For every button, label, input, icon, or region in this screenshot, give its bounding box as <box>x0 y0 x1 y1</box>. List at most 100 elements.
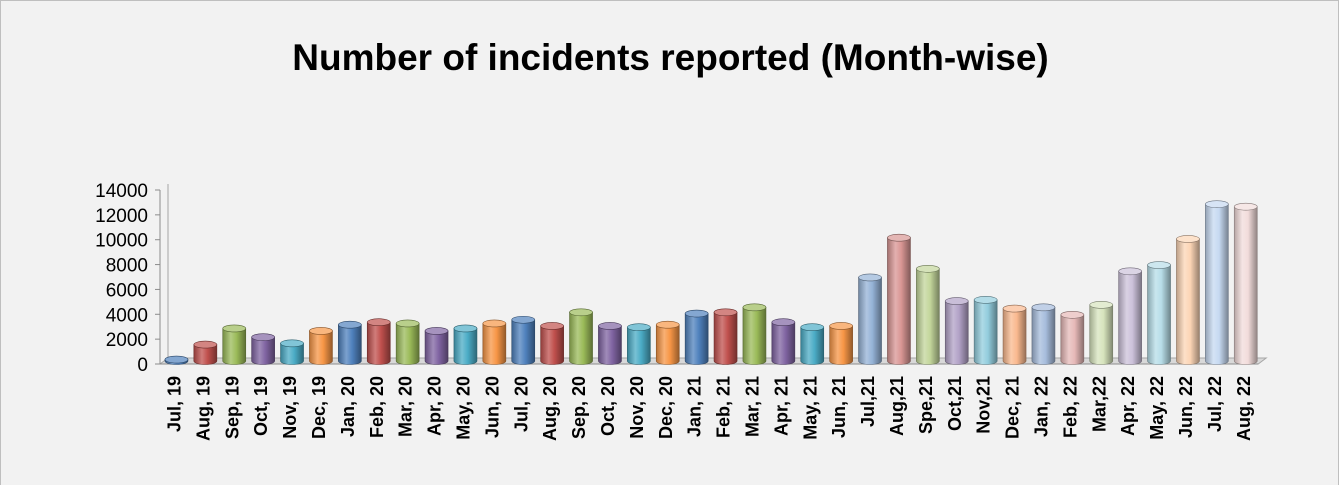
bar-top <box>627 323 651 332</box>
bar-top <box>829 322 853 330</box>
bar-top <box>511 315 536 324</box>
bar-body <box>944 300 969 365</box>
bar-body <box>1147 264 1171 365</box>
bar-top <box>742 303 767 312</box>
y-tick-label: 14000 <box>95 181 148 202</box>
x-tick-label: Feb, 22 <box>1060 376 1080 438</box>
bar <box>424 327 449 365</box>
bar-top <box>800 323 825 332</box>
bar <box>222 324 247 365</box>
bar <box>1118 267 1142 365</box>
x-tick-label: Jul, 20 <box>511 376 531 432</box>
x-tick-label: Jun, 22 <box>1176 376 1196 438</box>
x-tick-label: Jan, 20 <box>338 376 358 437</box>
bar-top <box>1089 301 1114 309</box>
bar-body <box>829 325 853 365</box>
x-tick-label: Apr, 21 <box>771 376 791 436</box>
bar-top <box>1147 261 1171 269</box>
bar-top <box>395 319 420 328</box>
x-tick-label: Nov, 20 <box>627 376 647 439</box>
bar-body <box>887 237 911 365</box>
bar-body <box>1002 308 1027 365</box>
bar <box>598 322 622 365</box>
bar <box>1031 303 1056 365</box>
bar-body <box>916 268 940 365</box>
bar-body <box>540 325 564 365</box>
bar <box>395 319 420 365</box>
x-tick-label: Nov, 19 <box>280 376 300 439</box>
x-tick-label: Oct, 20 <box>598 376 618 436</box>
bar-body <box>655 324 680 365</box>
x-tick-label: Oct, 19 <box>251 376 271 436</box>
bar-top <box>338 320 362 329</box>
bar-top <box>944 297 969 305</box>
bar <box>1205 200 1229 365</box>
x-tick-label: Apr, 20 <box>425 376 445 436</box>
bar <box>742 303 767 365</box>
bar <box>280 339 304 365</box>
chart-bars <box>164 200 1258 365</box>
y-tick-label: 8000 <box>106 256 148 277</box>
bar-top <box>280 339 304 348</box>
bar-top <box>655 320 680 329</box>
bar-top <box>164 355 189 364</box>
bar-body <box>1060 314 1085 365</box>
bar-top <box>887 233 911 242</box>
bar <box>569 308 593 365</box>
bar-body <box>338 324 362 365</box>
chart-title: Number of incidents reported (Month-wise… <box>292 37 1049 78</box>
x-tick-label: Nov,21 <box>974 376 994 434</box>
y-tick-label: 6000 <box>106 280 148 301</box>
bar-body <box>395 323 420 365</box>
bar-top <box>540 322 564 330</box>
x-axis-ticks: Jul, 19 Aug, 19 Sep, 19 Oct, 19 Nov, 19 Dec, … <box>164 376 1253 441</box>
bar <box>540 322 564 365</box>
bar-body <box>1031 307 1056 365</box>
bar <box>309 327 333 365</box>
bar <box>684 309 709 365</box>
x-tick-label: May, 22 <box>1147 376 1167 440</box>
x-tick-label: Mar,22 <box>1089 376 1109 432</box>
bar-body <box>193 344 218 365</box>
bar-body <box>511 319 536 365</box>
bar <box>1233 202 1258 365</box>
bar-top <box>453 324 478 333</box>
bar-body <box>366 321 391 365</box>
bar-body <box>684 313 709 365</box>
y-axis-ticks: 0 2000 4000 6000 8000 10000 12000 14000 <box>95 181 160 376</box>
x-tick-label: Jun, 21 <box>829 376 849 438</box>
bar-body <box>251 336 275 365</box>
bar-body <box>1233 206 1258 365</box>
bar-top <box>193 340 218 349</box>
x-tick-label: Dec, 19 <box>309 376 329 439</box>
bar <box>1176 235 1200 365</box>
y-tick-label: 0 <box>137 355 148 376</box>
bar-top <box>569 308 593 317</box>
x-tick-label: Jul, 19 <box>164 376 184 432</box>
bar-body <box>973 299 998 365</box>
bar-top <box>251 333 275 341</box>
bar-body <box>742 307 767 365</box>
x-tick-label: Apr, 22 <box>1118 376 1138 436</box>
x-tick-label: Mar, 21 <box>742 376 762 437</box>
bar-body <box>800 326 825 365</box>
x-tick-label: Jul, 22 <box>1205 376 1225 432</box>
bar-top <box>1060 310 1085 319</box>
x-tick-label: Jul,21 <box>858 376 878 427</box>
x-tick-label: Oct,21 <box>945 376 965 431</box>
bar-top <box>1233 202 1258 211</box>
bar <box>944 297 969 365</box>
bar <box>1089 301 1114 365</box>
x-tick-label: Spe,21 <box>916 376 936 434</box>
bar-body <box>713 311 738 365</box>
x-tick-label: Feb, 21 <box>714 376 734 438</box>
bar <box>164 355 189 365</box>
bar-top <box>366 318 391 327</box>
bar-body <box>222 328 247 365</box>
bar-top <box>858 273 882 282</box>
bar-body <box>482 323 507 365</box>
bar <box>916 264 940 365</box>
bar-top <box>713 308 738 317</box>
bar <box>887 233 911 365</box>
